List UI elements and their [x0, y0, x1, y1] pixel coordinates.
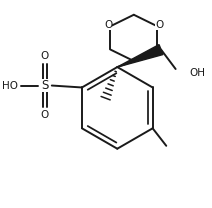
Text: HO: HO	[2, 80, 18, 90]
Text: O: O	[104, 20, 112, 30]
Text: O: O	[41, 51, 49, 61]
Text: S: S	[41, 79, 49, 92]
Text: O: O	[41, 110, 49, 120]
Text: O: O	[155, 20, 163, 30]
Polygon shape	[117, 45, 163, 67]
Text: OH: OH	[189, 68, 205, 78]
